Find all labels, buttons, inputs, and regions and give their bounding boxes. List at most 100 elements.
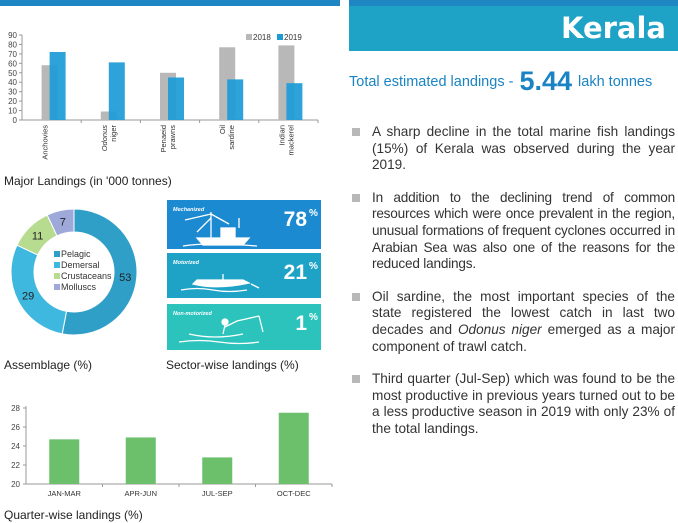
legend-swatch (54, 273, 60, 279)
y-tick-label: 0 (13, 116, 18, 125)
state-banner: Kerala (349, 6, 678, 51)
top-accent-bar-left (0, 0, 340, 6)
quarter-bar (278, 412, 309, 484)
sector-value: 21 (284, 261, 308, 284)
sector-label: Mechanized (173, 207, 205, 213)
x-category-label: Indian (277, 125, 286, 145)
legend-label: Demersal (61, 260, 100, 270)
quarter-wise-chart: 20 22 24 26 28 JAN-MAR APR-JUN JUL-SEP OCT-DEC (11, 404, 333, 498)
y-tick-label: 70 (8, 50, 17, 59)
slice-value-label: 11 (32, 231, 43, 243)
y-tick-label: 60 (8, 59, 17, 68)
square-bullet-icon (352, 292, 360, 301)
total-value: 5.44 (519, 66, 573, 96)
bullet-text: A sharp decline in the total marine fish… (372, 124, 675, 173)
sector-label: Non-motorized (173, 311, 212, 317)
y-tick-label: 26 (11, 423, 20, 432)
rigging-lines (182, 212, 258, 247)
motorized-boat-icon (180, 274, 260, 293)
state-title: Kerala (560, 11, 666, 45)
bullet-item: Third quarter (Jul-Sep) which was found … (349, 371, 675, 437)
y-tick-label: 40 (8, 78, 17, 87)
bullet-item: A sharp decline in the total marine fish… (349, 124, 675, 174)
square-bullet-icon (352, 128, 360, 136)
y-tick-label: 28 (11, 404, 20, 413)
bullet-italic-species: Odonus niger (457, 321, 542, 337)
mechanized-trawler-icon (182, 212, 258, 247)
assemblage-donut-chart: 53 29 11 7 PelagicDemersalCrustaceansMollusc… (10, 208, 138, 336)
legend-swatch (54, 284, 60, 290)
legend-label: Molluscs (61, 282, 97, 292)
quarter-bar (49, 439, 80, 484)
canoe-hull (188, 333, 244, 338)
bullet-text: Third quarter (Jul-Sep) which was found … (372, 371, 675, 436)
x-category-label: niger (109, 125, 118, 142)
sector-label: Motorized (173, 260, 200, 266)
y-tick-label: 90 (8, 31, 17, 40)
bar-2019 (49, 52, 66, 120)
legend-swatch (54, 251, 60, 257)
major-landings-caption: Major Landings (in '000 tonnes) (4, 174, 172, 188)
assemblage-caption: Assemblage (%) (4, 358, 93, 372)
y-tick-label: 20 (8, 97, 17, 106)
slice-value-label: 7 (60, 217, 66, 229)
legend-label: 2019 (284, 33, 302, 42)
x-category-label: prawns (168, 125, 177, 149)
wave-lines (180, 274, 260, 293)
total-prefix: Total estimated landings - (349, 74, 518, 90)
legend-swatch (54, 262, 60, 268)
total-unit: lakh tonnes (578, 74, 653, 90)
bar-2019 (108, 62, 125, 120)
legend-swatch (246, 34, 252, 40)
top-accent-bar-right (349, 0, 678, 6)
sector-wise-panels: Mechanized 78 % Motorized 21 % Non-motorized 1% (167, 200, 321, 350)
sector-panel (167, 304, 321, 350)
x-category-label: sardine (227, 125, 236, 150)
fisher-head (221, 318, 229, 326)
x-category-label: JAN-MAR (48, 489, 82, 498)
total-landings-line: Total estimated landings - 5.44 lakh ton… (349, 66, 652, 97)
fishing-rod (222, 315, 264, 335)
y-tick-label: 50 (8, 69, 17, 78)
donut-slice (46, 208, 75, 237)
bullet-text: Oil sardine, the most important species … (372, 288, 675, 337)
y-tick-label: 24 (11, 442, 20, 451)
sector-unit: % (309, 261, 318, 272)
legend-swatch (277, 34, 283, 40)
y-tick-label: 20 (11, 480, 20, 489)
bar-2019 (168, 77, 184, 120)
donut-slice (61, 208, 138, 336)
bullet-text: emerged as a major component of trawl ca… (372, 321, 675, 354)
bullet-item: In addition to the declining trend of co… (349, 190, 675, 273)
y-tick-label: 80 (8, 40, 17, 49)
x-category-label: APR-JUN (124, 489, 157, 498)
hull-shape (191, 279, 251, 288)
x-category-label: OCT-DEC (277, 489, 311, 498)
slice-value-label: 29 (22, 290, 34, 302)
sector-unit: % (309, 208, 318, 219)
square-bullet-icon (352, 375, 360, 384)
x-category-label: mackerel (286, 125, 295, 156)
quarter-caption: Quarter-wise landings (%) (4, 508, 143, 522)
non-motorized-canoe-icon (178, 315, 264, 345)
bar-2019 (227, 79, 244, 120)
sector-value: 78 (284, 208, 308, 231)
sector-caption: Sector-wise landings (%) (166, 358, 299, 372)
bullet-text: In addition to the declining trend of co… (372, 189, 675, 272)
quarter-bar (202, 457, 233, 484)
wave-lines (178, 339, 260, 345)
y-tick-label: 22 (11, 461, 20, 470)
x-category-label: Oil (218, 125, 227, 135)
slice-value-label: 53 (119, 272, 131, 284)
x-category-label: Penaeid (159, 125, 168, 153)
x-category-label: Anchovies (41, 125, 50, 160)
legend-label: Crustaceans (61, 271, 112, 281)
sector-unit: % (309, 312, 318, 323)
bullet-item: Oil sardine, the most important species … (349, 289, 675, 355)
y-tick-label: 30 (8, 88, 17, 97)
cabin-shape (220, 227, 236, 239)
square-bullet-icon (352, 193, 360, 202)
legend-label: 2018 (253, 33, 271, 42)
sector-value: 1 (295, 312, 307, 335)
